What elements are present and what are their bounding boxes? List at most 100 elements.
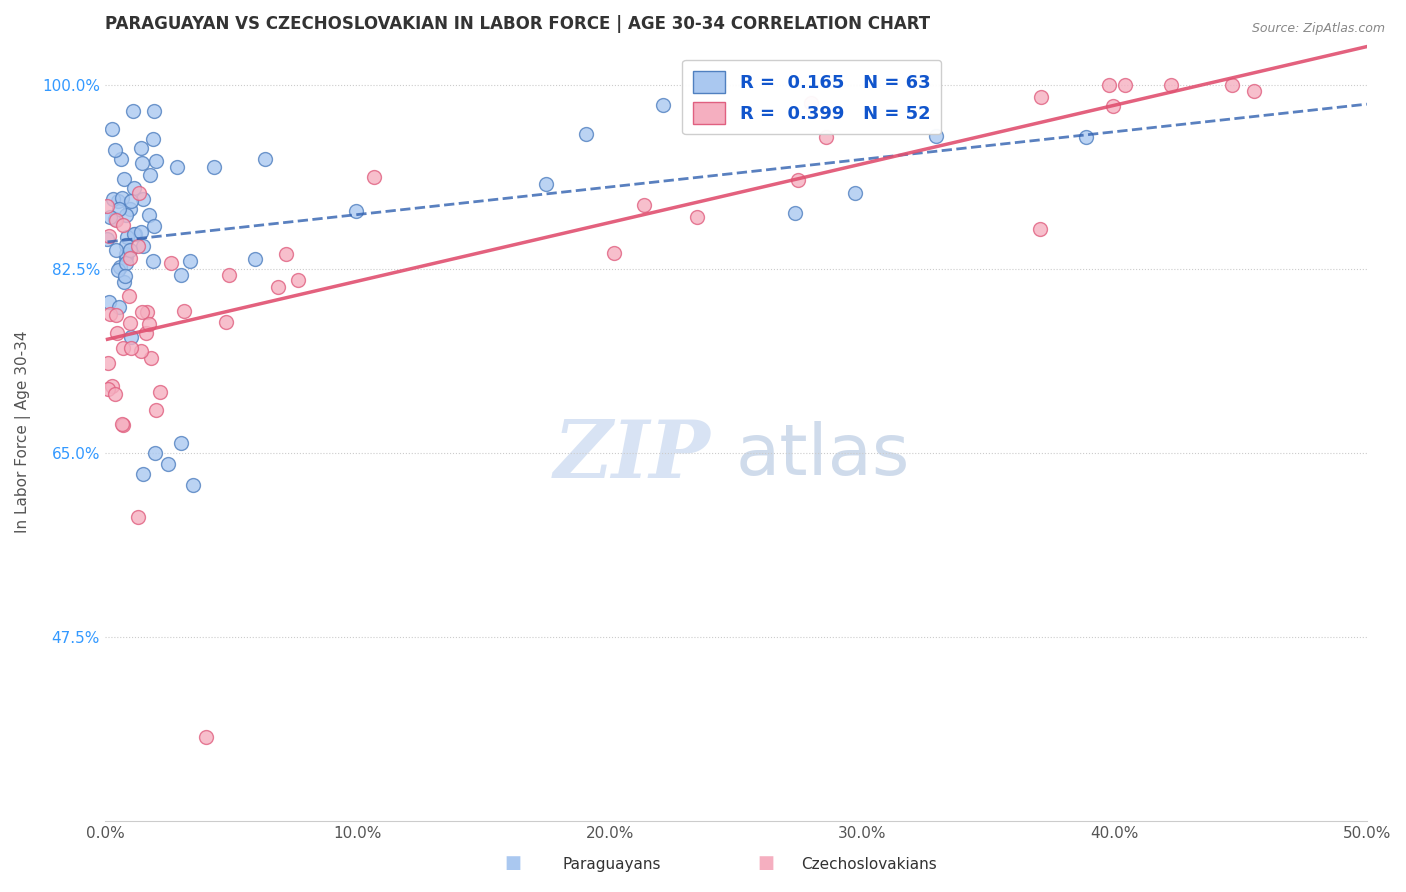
Point — [139, 351, 162, 366]
Point — [96, 232, 118, 246]
Point — [143, 104, 166, 119]
Point — [145, 403, 167, 417]
Point — [603, 246, 626, 260]
Point — [132, 238, 155, 252]
Text: Source: ZipAtlas.com: Source: ZipAtlas.com — [1251, 22, 1385, 36]
Point — [287, 273, 309, 287]
Point — [132, 192, 155, 206]
Point — [112, 172, 135, 186]
Point — [118, 244, 141, 258]
Point — [1102, 99, 1125, 113]
Point — [686, 210, 709, 224]
Text: ■: ■ — [505, 855, 522, 872]
Point — [215, 315, 238, 329]
Point — [243, 252, 266, 266]
Point — [131, 156, 153, 170]
Point — [115, 238, 138, 252]
Point — [101, 192, 124, 206]
Point — [97, 228, 120, 243]
Point — [267, 280, 290, 294]
Point — [814, 130, 837, 145]
Point — [108, 260, 131, 274]
Point — [120, 316, 142, 330]
Point — [179, 254, 201, 268]
Point — [118, 289, 141, 303]
Point — [122, 180, 145, 194]
Point — [633, 198, 655, 212]
Point — [170, 435, 193, 450]
Point — [122, 227, 145, 241]
Point — [101, 122, 124, 136]
Point — [135, 326, 157, 340]
Point — [114, 269, 136, 284]
Point — [118, 202, 141, 217]
Point — [120, 194, 142, 209]
Y-axis label: In Labor Force | Age 30-34: In Labor Force | Age 30-34 — [15, 331, 31, 533]
Point — [96, 199, 118, 213]
Point — [170, 268, 193, 282]
Point — [108, 202, 131, 217]
Point — [112, 275, 135, 289]
Point — [97, 382, 120, 396]
Point — [145, 153, 167, 168]
Point — [112, 417, 135, 432]
Point — [115, 247, 138, 261]
Point — [115, 230, 138, 244]
Point — [107, 326, 129, 340]
Point — [534, 177, 557, 191]
Point — [124, 227, 146, 242]
Point — [120, 341, 142, 355]
Point — [173, 304, 195, 318]
Point — [274, 247, 297, 261]
Point — [111, 219, 134, 233]
Text: PARAGUAYAN VS CZECHOSLOVAKIAN IN LABOR FORCE | AGE 30-34 CORRELATION CHART: PARAGUAYAN VS CZECHOSLOVAKIAN IN LABOR F… — [105, 15, 931, 33]
Text: ■: ■ — [758, 855, 775, 872]
Point — [138, 318, 160, 332]
Point — [132, 467, 155, 482]
Point — [142, 219, 165, 233]
Point — [136, 305, 159, 319]
Point — [104, 143, 127, 157]
Point — [97, 294, 120, 309]
Point — [787, 173, 810, 187]
Legend: R =  0.165   N = 63, R =  0.399   N = 52: R = 0.165 N = 63, R = 0.399 N = 52 — [682, 60, 941, 135]
Point — [127, 239, 149, 253]
Point — [101, 379, 124, 393]
Point — [104, 387, 127, 401]
Point — [1222, 78, 1244, 92]
Point — [785, 206, 807, 220]
Point — [202, 161, 225, 175]
Point — [1243, 84, 1265, 98]
Point — [129, 344, 152, 359]
Point — [115, 256, 138, 270]
Point — [139, 168, 162, 182]
Text: Paraguayans: Paraguayans — [562, 857, 661, 872]
Point — [112, 341, 135, 355]
Point — [108, 300, 131, 314]
Point — [194, 731, 217, 745]
Point — [115, 209, 138, 223]
Point — [344, 203, 367, 218]
Point — [1114, 78, 1136, 92]
Point — [104, 212, 127, 227]
Point — [104, 244, 127, 258]
Point — [127, 510, 149, 524]
Point — [129, 225, 152, 239]
Point — [114, 250, 136, 264]
Point — [129, 141, 152, 155]
Point — [142, 253, 165, 268]
Point — [128, 186, 150, 200]
Text: ZIP: ZIP — [554, 417, 710, 494]
Point — [218, 268, 240, 282]
Point — [110, 152, 132, 166]
Point — [142, 132, 165, 146]
Point — [105, 308, 128, 322]
Point — [97, 356, 120, 370]
Point — [1098, 78, 1121, 92]
Point — [254, 153, 277, 167]
Point — [157, 457, 180, 471]
Point — [145, 446, 167, 460]
Point — [111, 191, 134, 205]
Point — [104, 212, 127, 227]
Point — [107, 194, 129, 209]
